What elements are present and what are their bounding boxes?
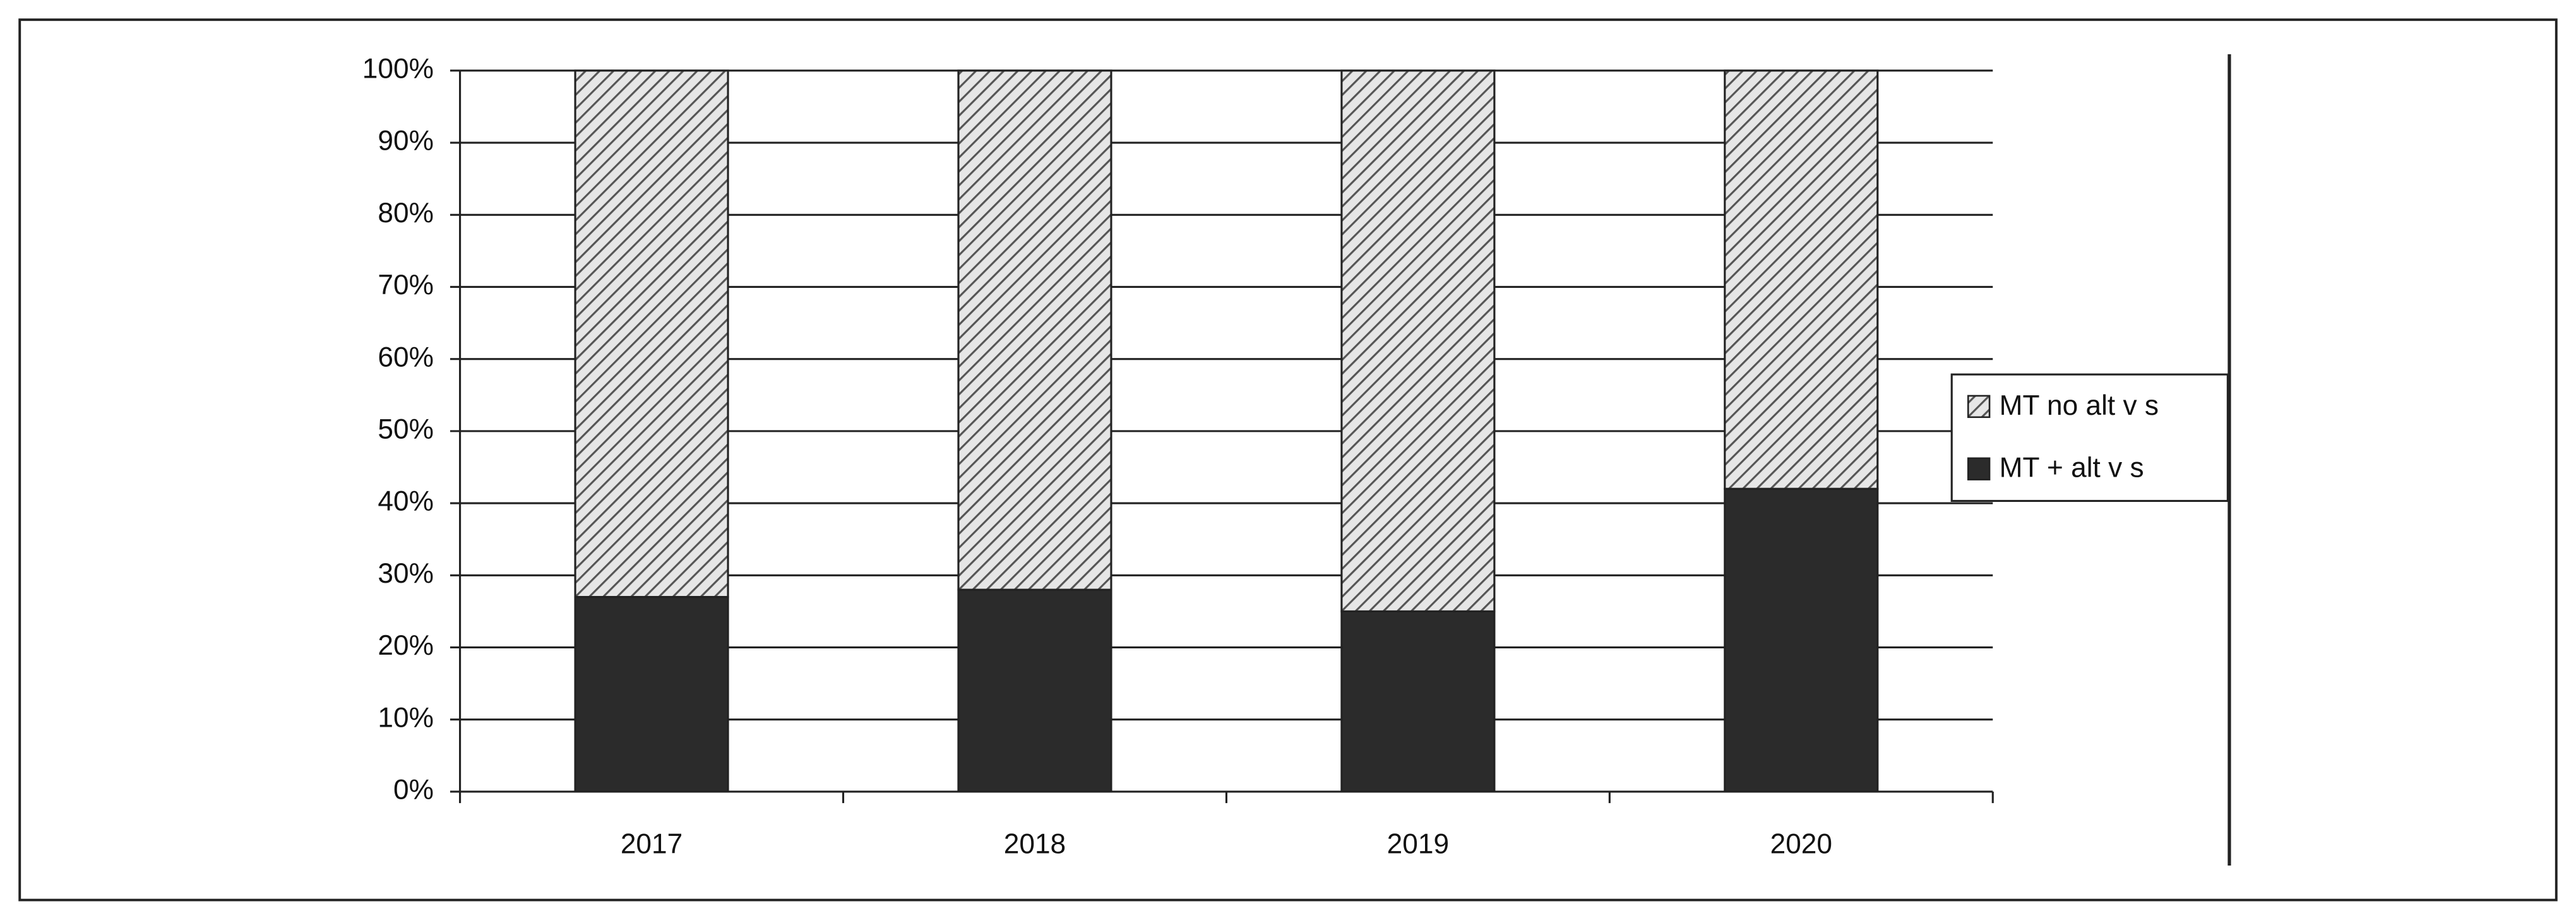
bar-segment [1724,69,1879,490]
x-tick-label: 2017 [621,828,683,859]
bar-segment [574,595,729,793]
bar-segment [574,69,729,598]
y-tick-label: 90% [378,126,434,157]
legend-label: MT no alt v s [2000,390,2159,421]
y-tick-label: 60% [378,342,434,372]
y-tick-label: 50% [378,414,434,445]
bar-segment [957,69,1112,591]
y-tick-label: 100% [362,54,434,85]
y-tick-label: 70% [378,270,434,301]
legend-box [1950,373,2229,502]
y-tick-label: 40% [378,486,434,517]
y-tick-label: 10% [378,702,434,733]
legend-swatch [1967,395,1991,419]
legend-label: MT + alt v s [2000,453,2144,484]
legend-swatch [1967,457,1991,480]
bar-segment [1340,69,1496,612]
x-tick-label: 2020 [1770,828,1832,859]
bar-segment [957,588,1112,793]
bar-segment [1340,610,1496,793]
y-tick-label: 20% [378,630,434,661]
x-tick-label: 2018 [1004,828,1066,859]
y-tick-label: 30% [378,558,434,589]
x-tick-label: 2019 [1387,828,1449,859]
y-tick-label: 80% [378,198,434,229]
bar-segment [1724,487,1879,793]
y-tick-label: 0% [393,775,434,806]
